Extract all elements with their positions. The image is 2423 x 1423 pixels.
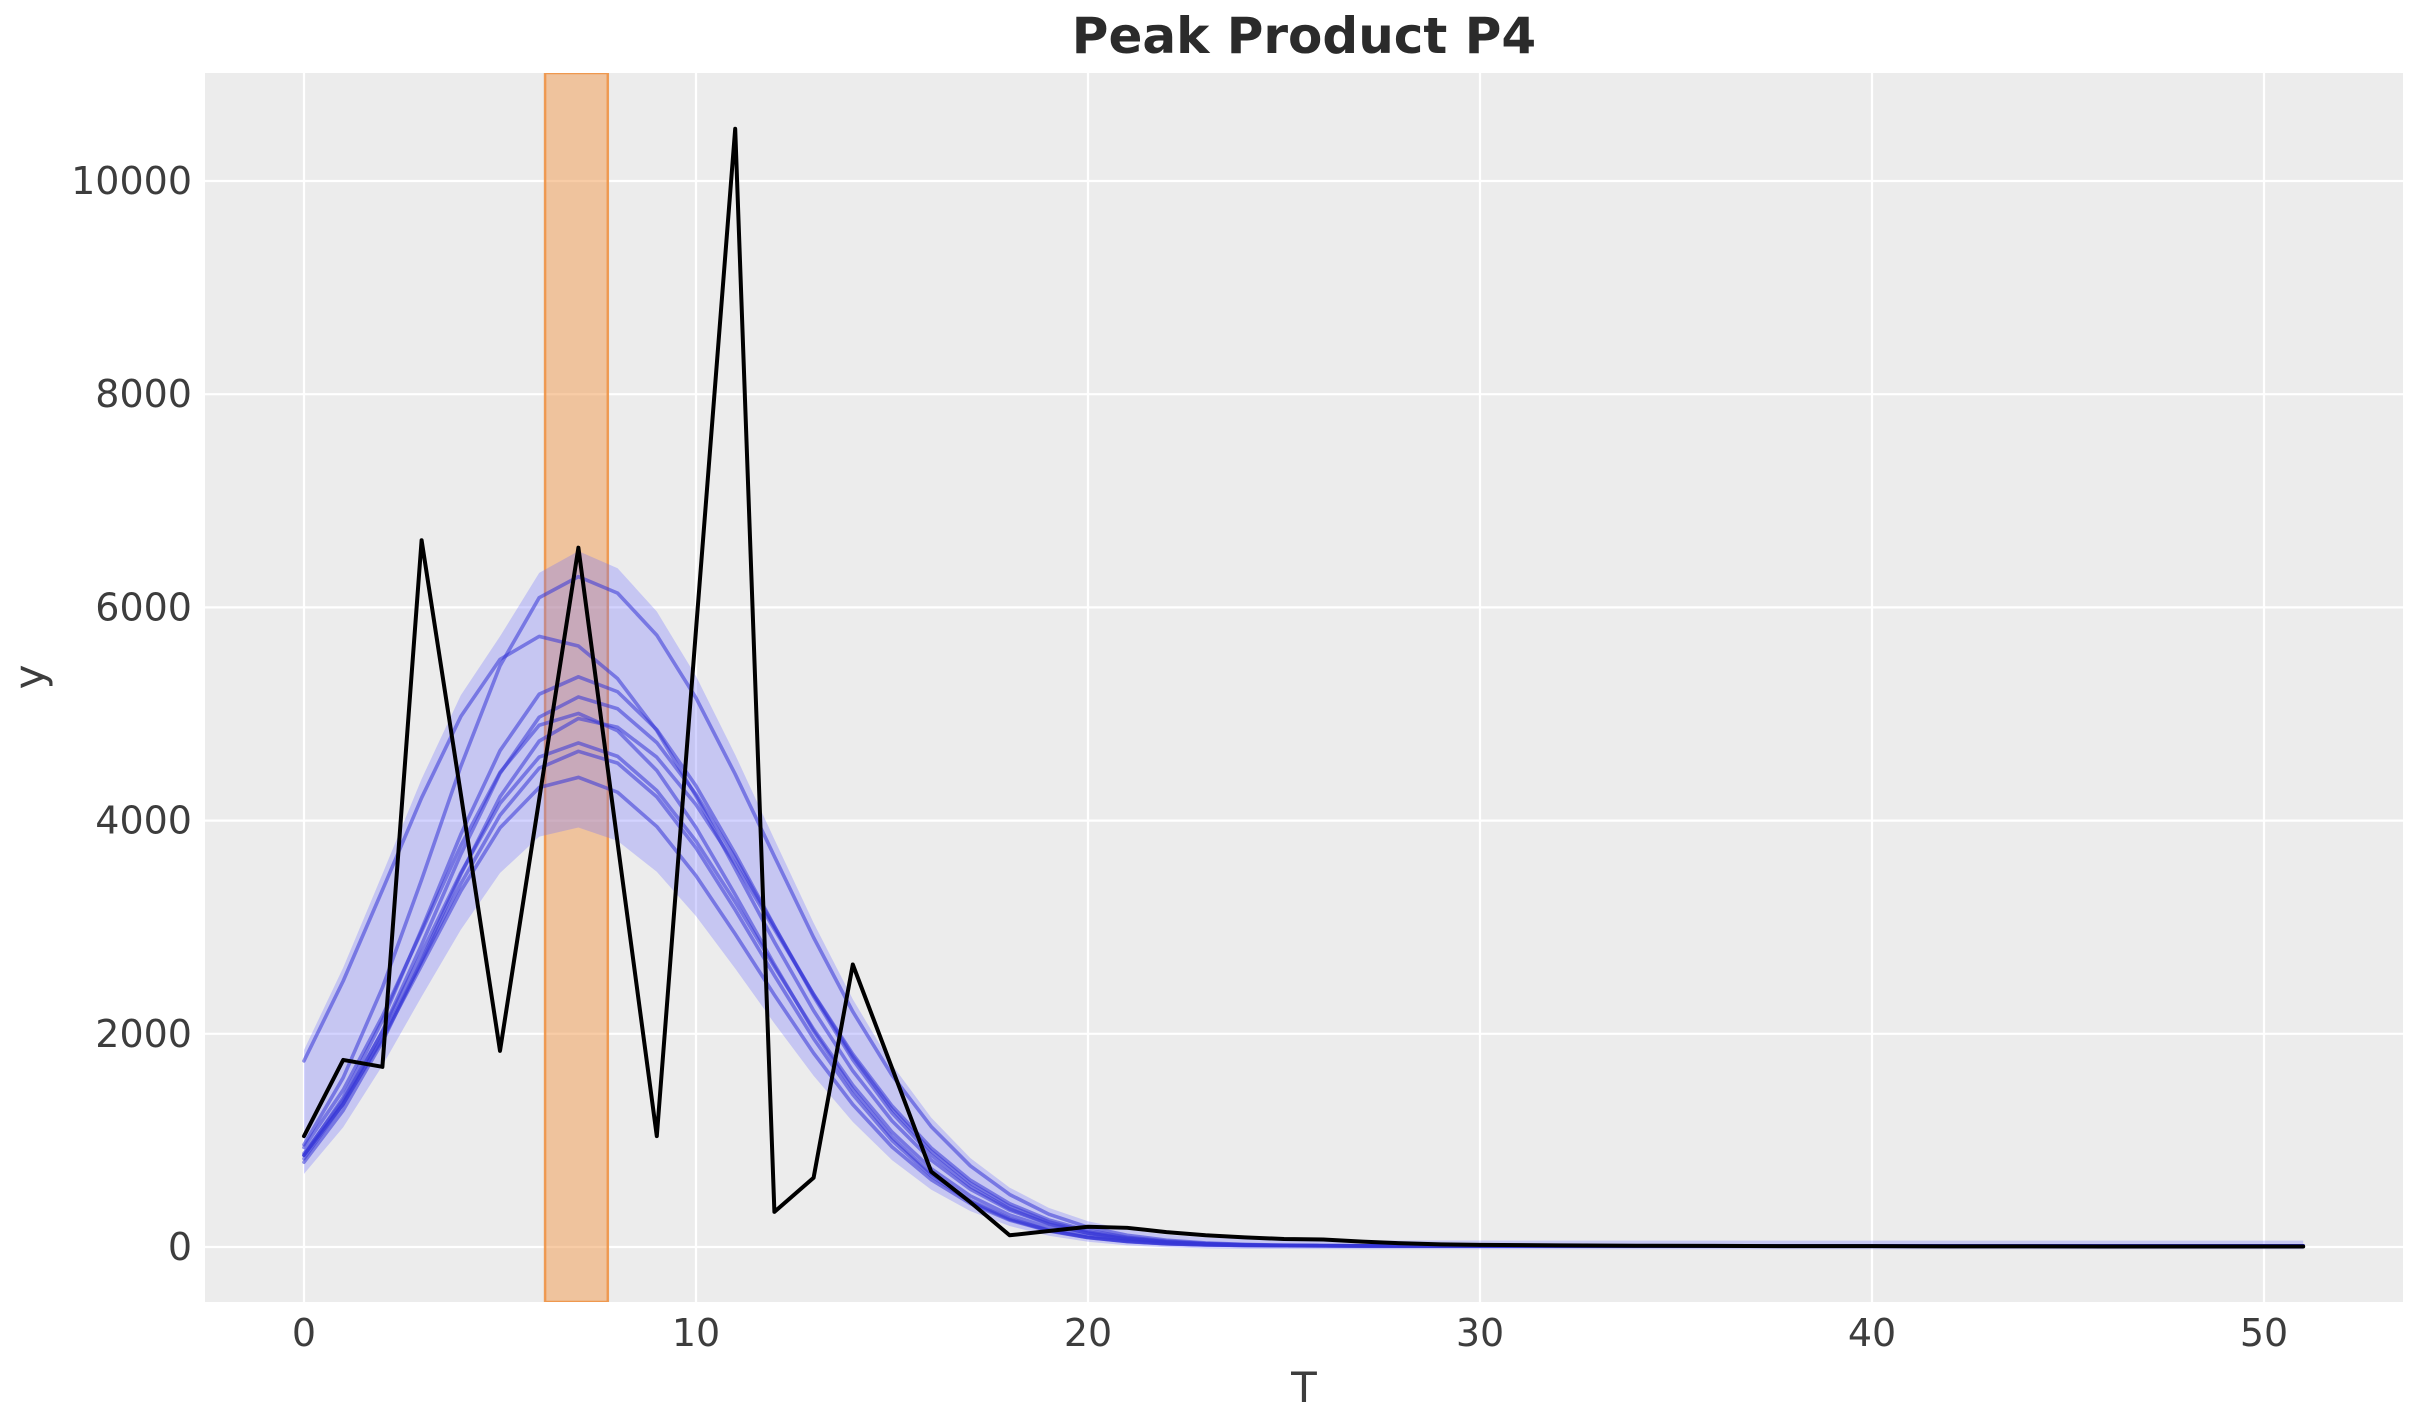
y-tick-label: 2000 bbox=[95, 1012, 192, 1056]
x-axis-label: T bbox=[1290, 1363, 1317, 1412]
x-tick-label: 20 bbox=[1064, 1311, 1112, 1355]
y-tick-label: 4000 bbox=[95, 799, 192, 843]
y-tick-label: 0 bbox=[168, 1225, 192, 1269]
observed-line bbox=[302, 126, 2306, 1249]
y-tick-label: 8000 bbox=[95, 372, 192, 416]
series-layer bbox=[302, 126, 2306, 1250]
chart-title: Peak Product P4 bbox=[1072, 7, 1536, 65]
y-tick-label: 6000 bbox=[95, 585, 192, 629]
x-tick-label: 10 bbox=[672, 1311, 720, 1355]
x-tick-label: 30 bbox=[1456, 1311, 1504, 1355]
y-axis-label: y bbox=[5, 665, 54, 690]
tick-labels: 0 10 20 30 40 50 0 2000 4000 6000 8000 10000 bbox=[71, 159, 2288, 1355]
x-tick-label: 50 bbox=[2240, 1311, 2288, 1355]
y-tick-label: 10000 bbox=[71, 159, 192, 203]
ensemble-envelope bbox=[304, 551, 2304, 1250]
x-tick-label: 0 bbox=[292, 1311, 316, 1355]
x-tick-label: 40 bbox=[1848, 1311, 1896, 1355]
